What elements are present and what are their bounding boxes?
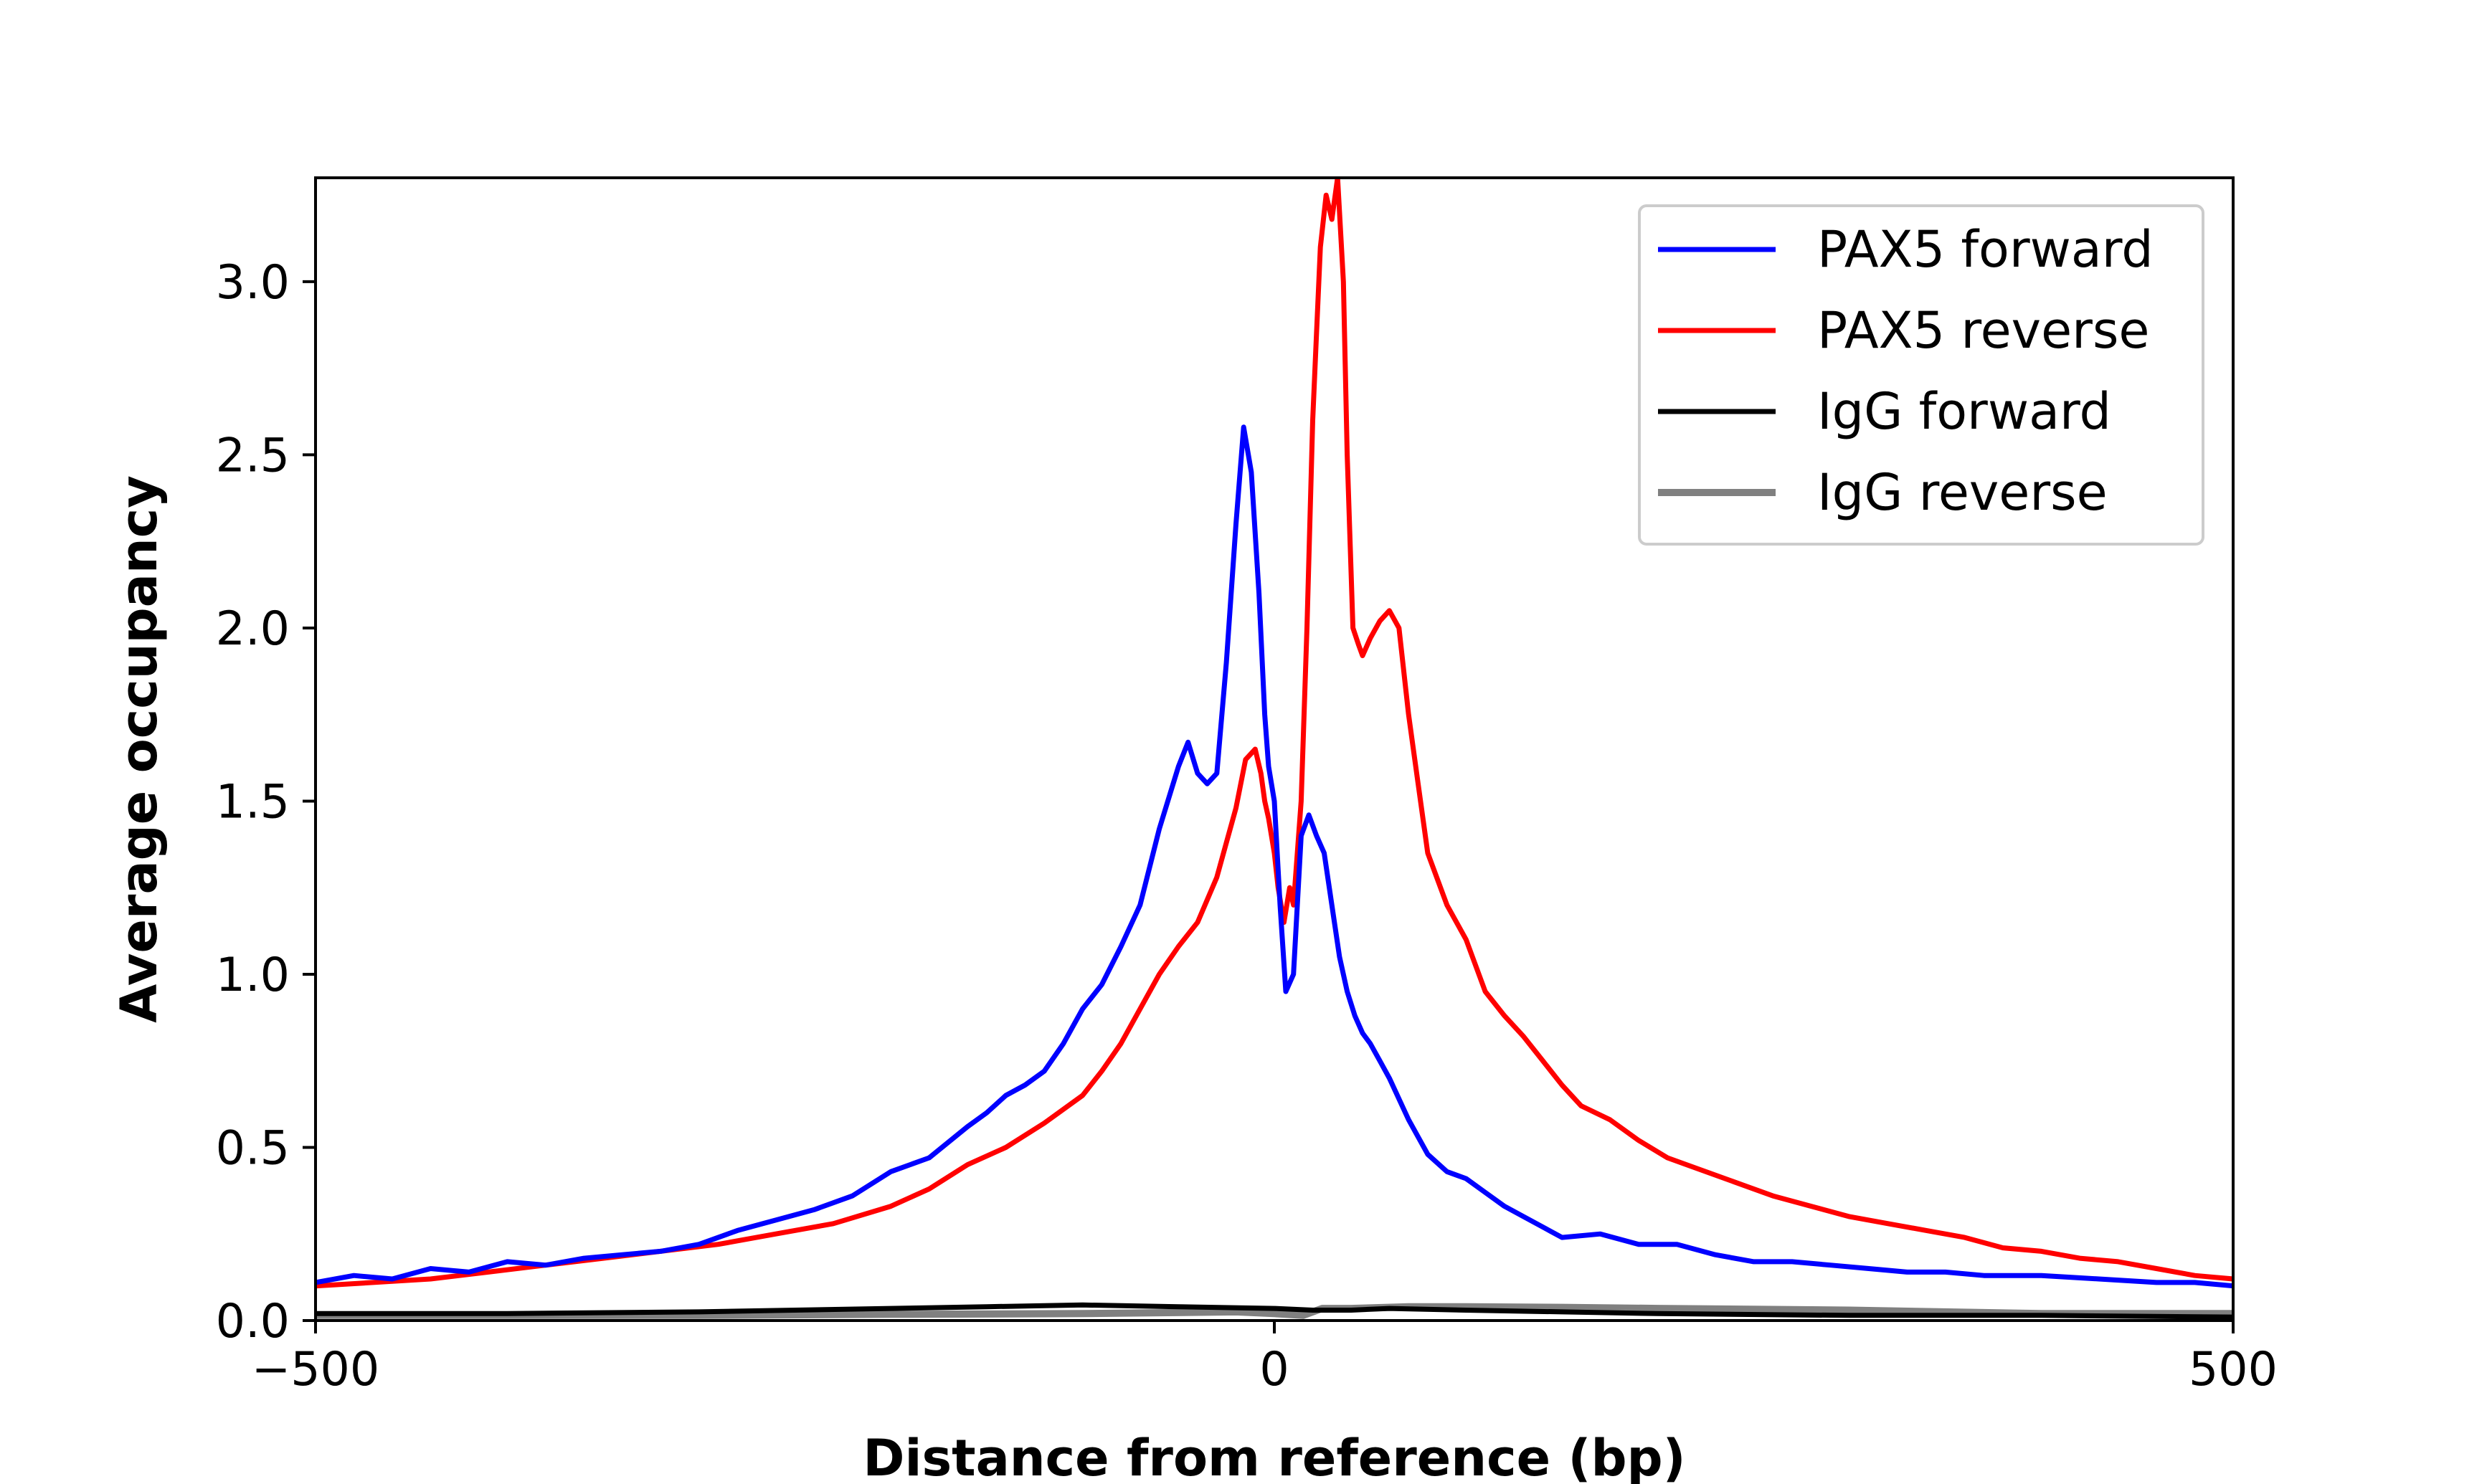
y-tick-label: 3.0	[216, 256, 290, 310]
y-axis-ticks: 0.0 0.5 1.0 1.5 2.0 2.5 3.0	[216, 256, 316, 1349]
x-tick-label: 500	[2189, 1343, 2278, 1397]
y-tick-label: 0.0	[216, 1295, 290, 1349]
x-axis-title: Distance from reference (bp)	[863, 1429, 1685, 1484]
series-line-pax5-forward	[317, 424, 2232, 1289]
legend-label: PAX5 reverse	[1817, 301, 2149, 360]
legend: PAX5 forward PAX5 reverse IgG forward IgG r…	[1638, 204, 2204, 546]
y-tick-label: 2.5	[216, 429, 290, 482]
y-tick-label: 1.5	[216, 775, 290, 829]
legend-label: IgG reverse	[1817, 463, 2108, 522]
x-tick-label: 0	[1259, 1343, 1289, 1397]
y-tick-label: 1.0	[216, 948, 290, 1002]
y-tick-label: 2.0	[216, 602, 290, 656]
legend-label: PAX5 forward	[1817, 220, 2154, 279]
series-line-igg-forward	[317, 1302, 2232, 1319]
series-line-pax5-reverse	[317, 179, 2232, 1289]
series-layer	[317, 179, 2232, 1319]
x-axis-ticks: −500 0 500	[252, 1321, 2278, 1397]
legend-frame	[1638, 204, 2204, 546]
legend-items: PAX5 forward PAX5 reverse IgG forward IgG r…	[1658, 220, 2154, 522]
legend-label: IgG forward	[1817, 382, 2111, 441]
x-tick-label: −500	[252, 1343, 380, 1397]
y-axis-title: Average occupancy	[110, 475, 169, 1023]
y-tick-label: 0.5	[216, 1121, 290, 1175]
